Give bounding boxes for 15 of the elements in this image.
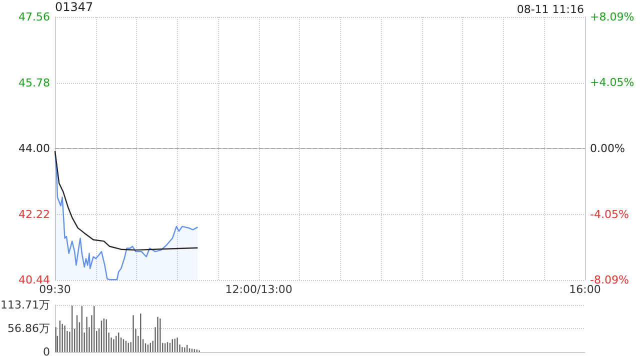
y-tick-label: 44.00 xyxy=(18,142,50,155)
y2-tick-label: +8.09% xyxy=(590,10,634,24)
y2-tick-label: +4.05% xyxy=(590,76,634,90)
y-tick-label: 0 xyxy=(43,346,50,358)
y-tick-label: 113.71万 xyxy=(0,298,50,312)
y2-tick-label: -4.05% xyxy=(590,208,629,221)
y-tick-label: 56.86万 xyxy=(8,322,50,335)
y2-tick-label: 0.00% xyxy=(590,142,625,155)
line-series xyxy=(54,150,198,251)
y-tick-label: 42.22 xyxy=(18,208,50,221)
y-tick-label: 47.56 xyxy=(18,10,50,24)
x-tick-label: 12:00/13:00 xyxy=(225,283,292,296)
y-tick-label: 45.78 xyxy=(18,76,50,90)
chart-title: 01347 xyxy=(55,0,94,14)
text: 08-11 11:16 xyxy=(516,3,584,16)
